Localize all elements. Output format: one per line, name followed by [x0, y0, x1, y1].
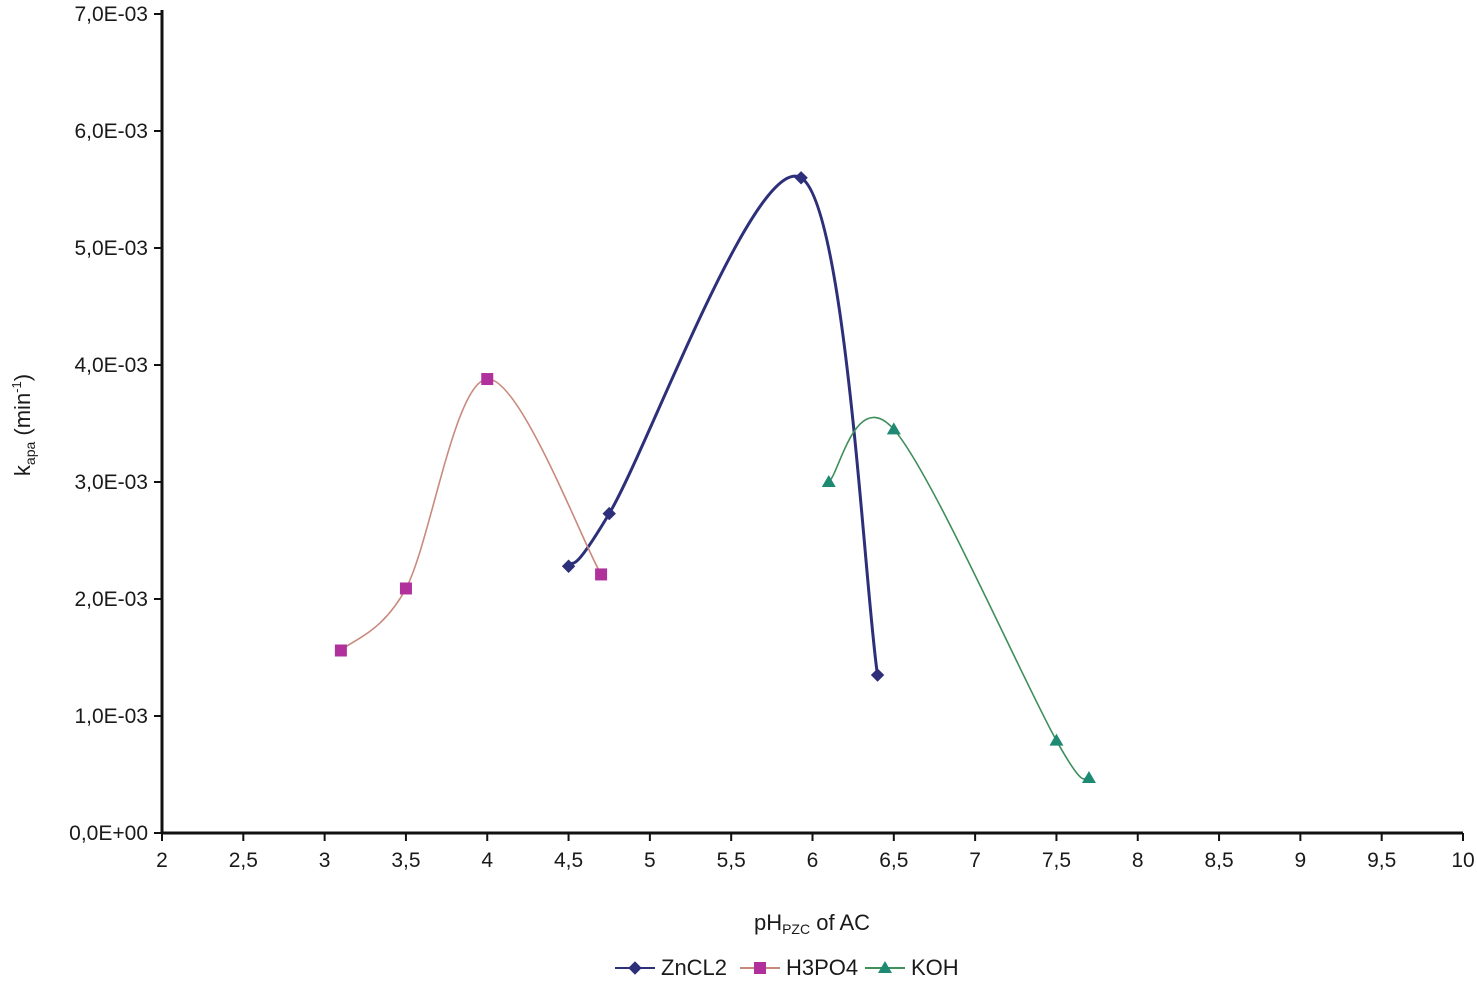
data-point-h3po4 — [399, 582, 412, 595]
y-tick-label: 3,0E-03 — [74, 471, 148, 494]
data-point-koh — [821, 475, 836, 487]
x-tick-label: 3 — [319, 849, 331, 872]
data-point-koh — [886, 422, 901, 435]
x-tick-label: 2 — [156, 849, 168, 872]
y-tick-label: 1,0E-03 — [74, 705, 148, 728]
legend-label-koh: KOH — [911, 955, 959, 980]
y-tick-label: 6,0E-03 — [74, 120, 148, 143]
x-tick-label: 5 — [644, 849, 656, 872]
data-point-zncl2 — [602, 506, 616, 521]
legend-item-h3po4: H3PO4 — [740, 955, 858, 980]
x-tick-label: 8 — [1132, 849, 1144, 872]
legend-label-zncl2: ZnCL2 — [661, 955, 727, 980]
y-tick-label: 4,0E-03 — [74, 354, 148, 377]
series-line-koh — [828, 416, 1090, 780]
data-point-zncl2 — [870, 668, 885, 682]
y-tick-label: 0,0E+00 — [69, 822, 148, 845]
data-point-koh — [1081, 771, 1096, 784]
x-tick-label: 6 — [807, 849, 819, 872]
data-point-koh — [1049, 733, 1064, 746]
legend-marker-h3po4 — [754, 962, 766, 974]
legend-marker-koh — [878, 961, 892, 973]
y-tick-label: 2,0E-03 — [74, 588, 148, 611]
data-point-h3po4 — [481, 373, 494, 386]
legend-item-koh: KOH — [865, 955, 959, 980]
y-axis-title: kapa (min-1) — [9, 374, 38, 476]
x-tick-label: 6,5 — [879, 849, 908, 872]
series-line-h3po4 — [340, 378, 602, 652]
x-tick-label: 4,5 — [554, 849, 583, 872]
x-tick-label: 8,5 — [1204, 849, 1233, 872]
x-tick-label: 7 — [969, 849, 981, 872]
legend-label-h3po4: H3PO4 — [786, 955, 858, 980]
x-tick-label: 3,5 — [391, 849, 420, 872]
axes: 0,0E+00 1,0E-03 2,0E-03 3,0E-03 4,0E-03 5,0E-… — [69, 3, 1475, 872]
x-tick-label: 10 — [1451, 849, 1474, 872]
legend-marker-zncl2 — [628, 961, 642, 975]
x-tick-label: 9 — [1295, 849, 1307, 872]
data-point-zncl2 — [794, 171, 808, 185]
y-tick-label: 5,0E-03 — [74, 237, 148, 260]
data-point-h3po4 — [595, 568, 608, 581]
y-tick-label: 7,0E-03 — [74, 3, 148, 26]
data-point-zncl2 — [561, 559, 576, 573]
data-point-h3po4 — [334, 644, 347, 657]
series-line-zncl2 — [567, 174, 880, 676]
markers-layer — [334, 171, 1096, 784]
legend-item-zncl2: ZnCL2 — [615, 955, 727, 980]
x-tick-label: 4 — [481, 849, 493, 872]
legend: ZnCL2 H3PO4 KOH — [615, 955, 959, 980]
x-tick-label: 5,5 — [717, 849, 746, 872]
x-axis-title: pHPZC of AC — [754, 910, 870, 937]
x-tick-label: 2,5 — [229, 849, 258, 872]
x-tick-label: 9,5 — [1367, 849, 1396, 872]
series-layer — [340, 174, 1090, 780]
x-tick-label: 7,5 — [1042, 849, 1071, 872]
